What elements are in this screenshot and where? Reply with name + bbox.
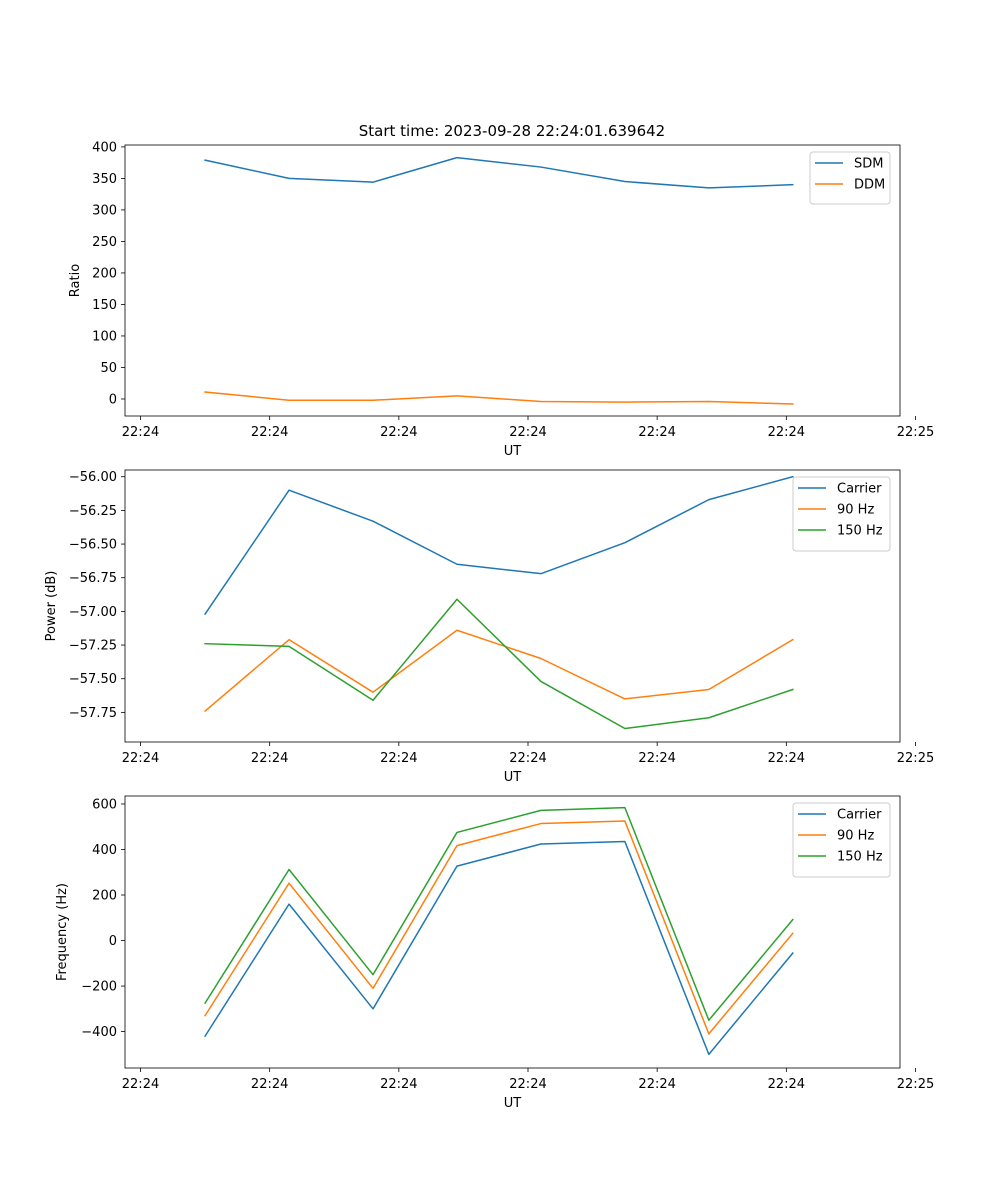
x-tick-label: 22:24	[251, 1077, 288, 1092]
y-tick-label: 400	[92, 843, 117, 858]
x-tick-label: 22:24	[509, 425, 546, 440]
x-tick-label: 22:24	[768, 425, 805, 440]
y-tick-label: 50	[100, 361, 117, 376]
y-tick-label: 0	[109, 392, 117, 407]
legend-label: 150 Hz	[837, 850, 883, 865]
legend-label: DDM	[854, 178, 885, 193]
y-tick-label: −57.25	[69, 639, 117, 654]
y-tick-label: 300	[92, 203, 117, 218]
legend-label: 150 Hz	[837, 524, 883, 539]
panel-1: 22:24 22:24 22:24 22:24 22:24 22:24 22:25 0 50 10…	[68, 140, 934, 459]
y-tick-label: 350	[92, 172, 117, 187]
y-axis-label: Ratio	[68, 264, 83, 297]
legend-label: 90 Hz	[837, 829, 874, 844]
series-line-90-hz	[204, 629, 794, 713]
y-tick-label: 100	[92, 329, 117, 344]
y-tick-label: −57.50	[69, 672, 117, 687]
y-tick-label: 150	[92, 298, 117, 313]
x-tick-label: 22:24	[251, 751, 288, 766]
x-tick-label: 22:25	[897, 1077, 934, 1092]
x-tick-label: 22:24	[380, 1077, 417, 1092]
y-tick-label: −56.75	[69, 571, 117, 586]
series-line-carrier	[204, 475, 794, 616]
y-tick-label: −57.00	[69, 605, 117, 620]
series-line-150-hz	[204, 806, 794, 1021]
y-tick-label: 200	[92, 889, 117, 904]
series-line-150-hz	[204, 598, 794, 730]
y-tick-label: 0	[109, 934, 117, 949]
y-tick-label: −56.50	[69, 538, 117, 553]
y-tick-label: −56.00	[69, 470, 117, 485]
plot-frame	[124, 795, 901, 1069]
y-axis-label: Power (dB)	[44, 571, 59, 642]
y-tick-label: 400	[92, 140, 117, 155]
legend-label: Carrier	[837, 808, 882, 823]
x-tick-label: 22:24	[251, 425, 288, 440]
panel-2: 22:24 22:24 22:24 22:24 22:24 22:24 22:25 −57.7…	[44, 469, 934, 785]
x-tick-label: 22:25	[897, 425, 934, 440]
chart-title: Start time: 2023-09-28 22:24:01.639642	[359, 122, 665, 140]
series-line-ddm	[204, 391, 794, 405]
x-tick-label: 22:24	[768, 1077, 805, 1092]
legend-label: SDM	[854, 157, 883, 172]
x-axis-label: UT	[504, 770, 522, 785]
x-tick-label: 22:24	[380, 751, 417, 766]
legend-label: 90 Hz	[837, 503, 874, 518]
series-line-carrier	[204, 840, 794, 1056]
x-tick-label: 22:24	[638, 425, 675, 440]
x-tick-label: 22:24	[380, 425, 417, 440]
y-tick-label: −56.25	[69, 504, 117, 519]
legend-box	[792, 802, 891, 878]
panels: 22:24 22:24 22:24 22:24 22:24 22:24 22:25 0 50 10…	[44, 140, 934, 1111]
plot-frame	[124, 144, 901, 417]
x-axis-label: UT	[504, 1096, 522, 1111]
x-tick-label: 22:24	[509, 1077, 546, 1092]
x-axis-label: UT	[504, 444, 522, 459]
y-tick-label: 200	[92, 266, 117, 281]
x-tick-label: 22:24	[122, 1077, 159, 1092]
x-tick-label: 22:24	[638, 1077, 675, 1092]
y-tick-label: −400	[81, 1025, 117, 1040]
x-tick-label: 22:25	[897, 751, 934, 766]
y-tick-label: 600	[92, 797, 117, 812]
series-line-sdm	[204, 156, 794, 189]
legend: Carrier 90 Hz 150 Hz	[792, 476, 891, 552]
panel-3: 22:24 22:24 22:24 22:24 22:24 22:24 22:25 −400 −…	[55, 795, 934, 1111]
legend-label: Carrier	[837, 482, 882, 497]
legend-box	[809, 151, 891, 205]
legend-box	[792, 476, 891, 552]
x-tick-label: 22:24	[122, 425, 159, 440]
y-axis-label: Frequency (Hz)	[55, 883, 70, 981]
y-tick-label: −200	[81, 980, 117, 995]
x-tick-label: 22:24	[768, 751, 805, 766]
legend: Carrier 90 Hz 150 Hz	[792, 802, 891, 878]
x-tick-label: 22:24	[509, 751, 546, 766]
legend: SDM DDM	[809, 151, 891, 205]
y-tick-label: 250	[92, 235, 117, 250]
y-tick-label: −57.75	[69, 706, 117, 721]
x-tick-label: 22:24	[638, 751, 675, 766]
x-tick-label: 22:24	[122, 751, 159, 766]
series-line-90-hz	[204, 820, 794, 1035]
plot-frame	[124, 469, 901, 743]
